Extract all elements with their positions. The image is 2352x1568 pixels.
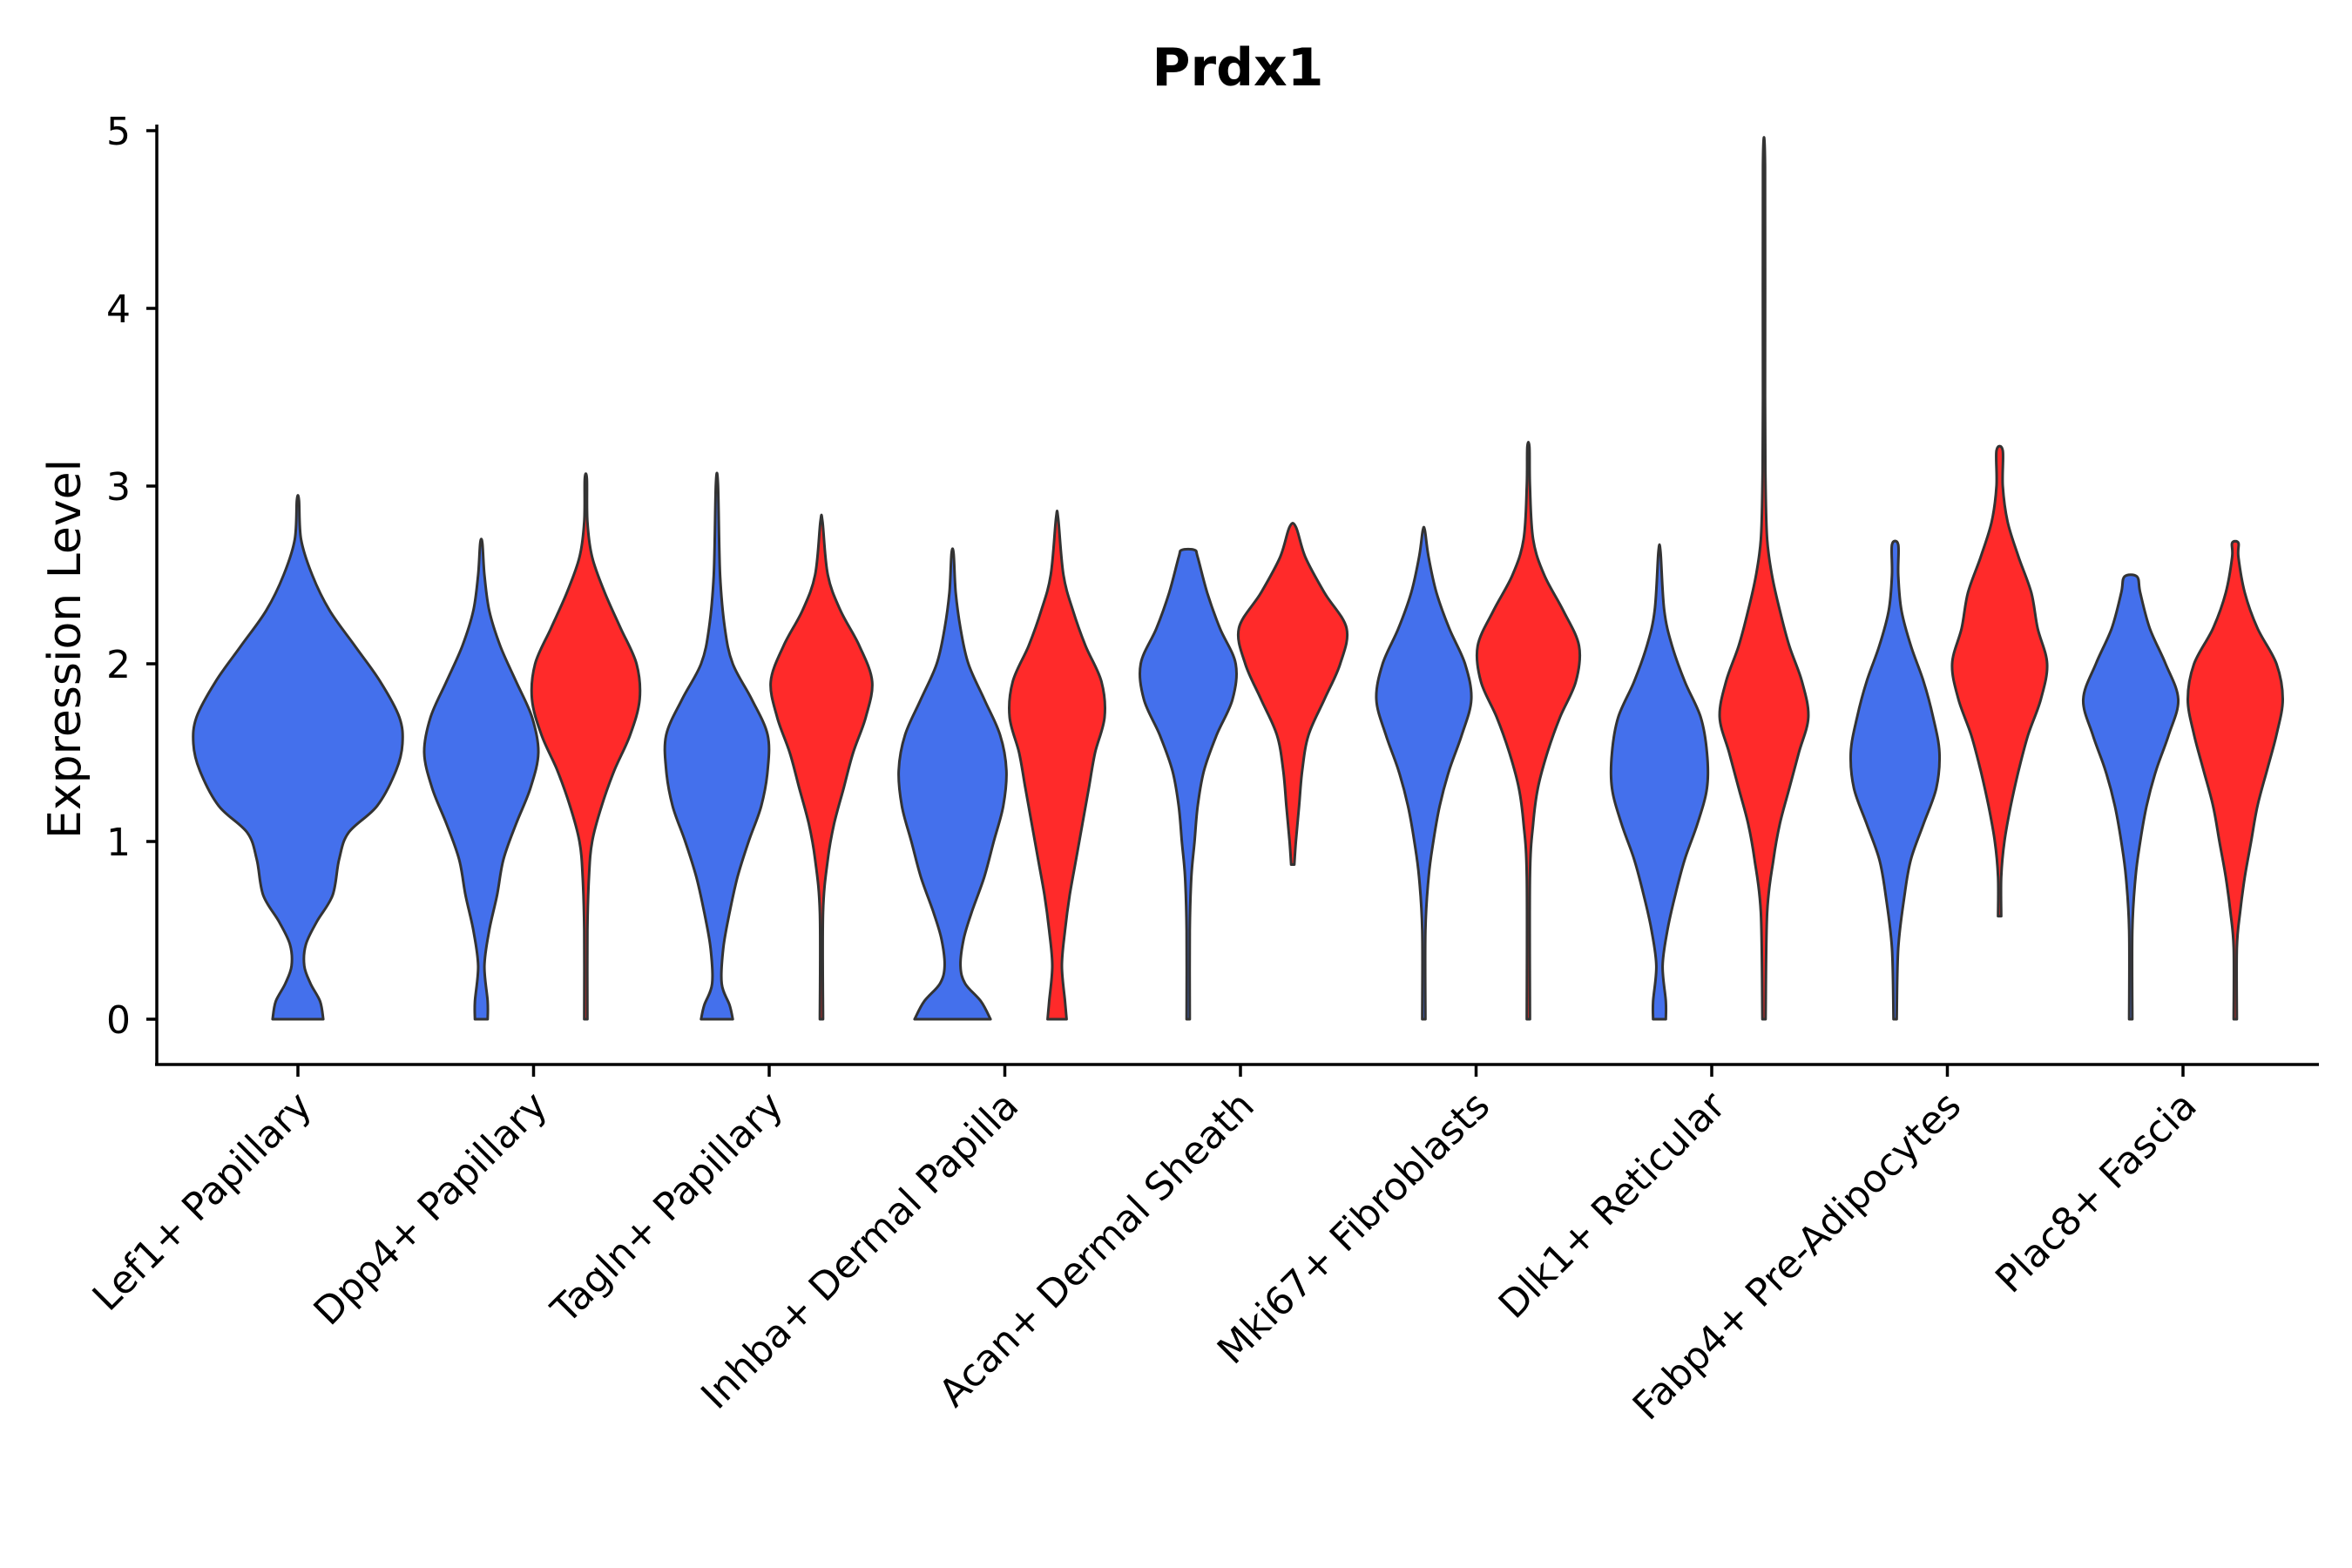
violin-a <box>422 537 540 1021</box>
x-tick-label: Plac8+ Fascia <box>1987 1084 2206 1302</box>
violin-a <box>1139 547 1238 1021</box>
y-tick-label: 3 <box>106 465 131 510</box>
violin-b <box>1718 136 1810 1021</box>
x-tick-label: Dlk1+ Reticular <box>1490 1083 1735 1328</box>
violin-b <box>769 513 874 1021</box>
violin-b <box>1950 444 2049 918</box>
y-ticks: 0 1 2 3 4 5 <box>106 110 157 1043</box>
violin-a <box>663 471 771 1021</box>
violin-a <box>2081 573 2180 1021</box>
y-tick-label: 5 <box>106 110 131 154</box>
x-tick-label: Tagln+ Papillary <box>543 1084 792 1333</box>
y-axis-label: Expression Level <box>39 459 91 839</box>
violin-a <box>1609 543 1710 1021</box>
violin-b <box>1008 510 1106 1021</box>
y-tick-label: 0 <box>106 998 131 1043</box>
y-tick-label: 4 <box>106 287 131 332</box>
violin-a <box>1375 525 1473 1021</box>
violin-a <box>1848 539 1942 1021</box>
x-tick-label: Mki67+ Fibroblasts <box>1209 1084 1498 1373</box>
violin-b <box>2186 539 2284 1021</box>
violin-a <box>192 494 404 1021</box>
y-tick-label: 1 <box>106 821 131 865</box>
x-tick-label: Dpp4+ Papillary <box>306 1084 557 1335</box>
x-tick-label: Lef1+ Papillary <box>84 1084 321 1320</box>
violin-b <box>1236 522 1349 866</box>
violin-b <box>1475 440 1582 1021</box>
y-tick-label: 2 <box>106 643 131 687</box>
violins <box>192 136 2284 1021</box>
violin-a <box>897 547 1008 1021</box>
chart-title: Prdx1 <box>1152 37 1324 98</box>
violin-b <box>530 472 642 1021</box>
